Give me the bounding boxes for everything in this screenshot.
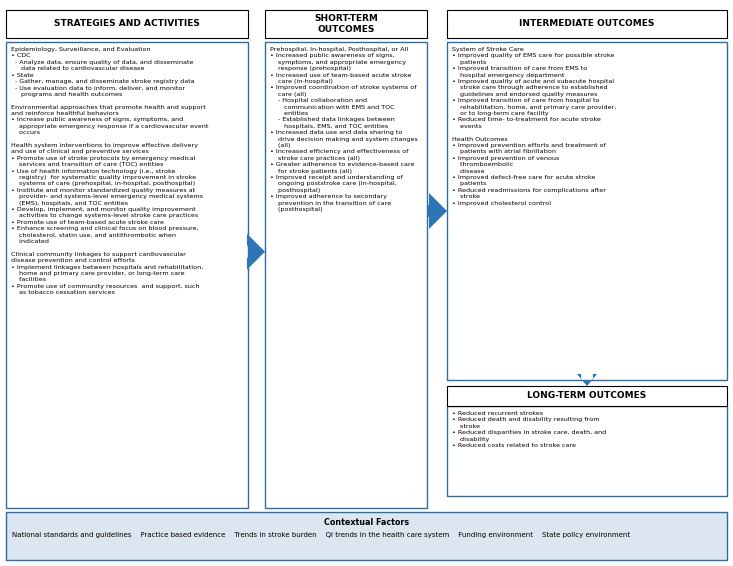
Text: INTERMEDIATE OUTCOMES: INTERMEDIATE OUTCOMES (519, 19, 655, 28)
Bar (6, 10, 248, 38)
Text: LONG-TERM OUTCOMES: LONG-TERM OUTCOMES (527, 392, 647, 401)
Text: STRATEGIES AND ACTIVITIES: STRATEGIES AND ACTIVITIES (54, 19, 200, 28)
Polygon shape (427, 193, 447, 229)
Text: System of Stroke Care
• Improved quality of EMS care for possible stroke
    pat: System of Stroke Care • Improved quality… (452, 47, 616, 205)
Text: SHORT-TERM
OUTCOMES: SHORT-TERM OUTCOMES (314, 14, 378, 34)
Bar (265, 42, 427, 508)
Bar (447, 10, 727, 38)
Text: National standards and guidelines    Practice based evidence    Trends in stroke: National standards and guidelines Practi… (12, 532, 630, 538)
Polygon shape (577, 374, 597, 386)
Text: Prehospital, In-hospital, Posthospital, or All
• Increased public awareness of s: Prehospital, In-hospital, Posthospital, … (270, 47, 418, 212)
Bar (6, 42, 248, 508)
Bar (447, 386, 727, 406)
Text: Epidemiology, Surveillance, and Evaluation
• CDC
  - Analyze data, ensure qualit: Epidemiology, Surveillance, and Evaluati… (11, 47, 208, 295)
Text: Contextual Factors: Contextual Factors (324, 518, 409, 527)
Polygon shape (247, 234, 265, 270)
Bar (265, 10, 427, 38)
Bar (447, 42, 727, 380)
Text: • Reduced recurrent strokes
• Reduced death and disability resulting from
    st: • Reduced recurrent strokes • Reduced de… (452, 411, 606, 448)
Bar (6, 512, 727, 560)
Bar (447, 406, 727, 496)
